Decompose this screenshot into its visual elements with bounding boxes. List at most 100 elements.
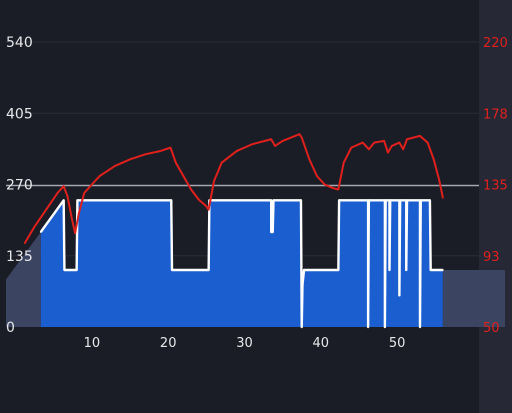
red-point-46 <box>406 138 408 141</box>
right-tick-135: 135 <box>483 179 508 194</box>
red-point-17 <box>182 175 185 177</box>
x-tick-40: 40 <box>313 336 330 351</box>
x-tick-20: 20 <box>160 336 177 351</box>
red-point-0 <box>23 242 26 244</box>
red-point-10 <box>98 175 101 177</box>
red-point-21 <box>207 208 210 211</box>
x-tick-10: 10 <box>84 336 101 351</box>
blue-area-fill <box>40 200 443 327</box>
red-point-12 <box>129 158 131 161</box>
red-point-32 <box>316 175 318 177</box>
red-point-24 <box>236 150 238 152</box>
right-tick-93: 93 <box>483 250 500 265</box>
blue-point-1 <box>62 199 65 202</box>
blue-point-26 <box>388 269 391 271</box>
blue-area-leadin <box>6 232 41 327</box>
red-series-line <box>23 133 444 244</box>
red-point-16 <box>175 161 177 164</box>
blue-point-15 <box>301 283 304 286</box>
red-point-19 <box>197 198 200 201</box>
red-point-8 <box>78 212 80 214</box>
blue-point-14 <box>300 326 303 328</box>
red-point-33 <box>323 183 326 186</box>
right-tick-50: 50 <box>483 321 500 336</box>
blue-point-23 <box>383 326 386 328</box>
red-point-44 <box>398 141 401 144</box>
red-point-51 <box>442 197 444 199</box>
red-point-45 <box>402 148 405 151</box>
red-point-50 <box>438 178 440 181</box>
red-point-3 <box>56 192 59 194</box>
blue-point-9 <box>270 199 273 202</box>
red-point-43 <box>390 145 393 147</box>
red-point-14 <box>159 150 162 152</box>
red-point-7 <box>74 232 76 234</box>
blue-point-38 <box>429 269 432 271</box>
red-point-41 <box>383 140 385 142</box>
blue-point-32 <box>405 269 408 271</box>
red-point-37 <box>350 146 353 149</box>
red-point-28 <box>281 140 284 142</box>
red-point-6 <box>71 218 73 221</box>
red-point-15 <box>169 146 172 149</box>
left-tick-135: 135 <box>6 249 33 265</box>
blue-point-6 <box>171 269 173 271</box>
red-point-29 <box>298 133 301 136</box>
red-point-9 <box>83 192 86 194</box>
blue-point-13 <box>300 199 302 202</box>
left-tick-0: 0 <box>6 320 15 336</box>
blue-point-4 <box>76 199 79 202</box>
red-point-1 <box>33 225 36 228</box>
blue-point-30 <box>399 199 402 202</box>
right-tick-178: 178 <box>483 107 508 122</box>
blue-point-18 <box>338 199 341 202</box>
red-point-27 <box>274 145 276 147</box>
left-tick-540: 540 <box>6 35 33 51</box>
red-point-36 <box>342 161 345 164</box>
blue-point-37 <box>429 199 431 202</box>
blue-point-5 <box>170 199 173 202</box>
blue-point-39 <box>441 269 444 271</box>
red-point-40 <box>373 141 376 144</box>
x-axis-ticks: 10 20 30 40 50 <box>84 336 406 351</box>
red-point-25 <box>251 143 253 146</box>
blue-point-7 <box>207 269 210 271</box>
red-point-35 <box>337 188 340 191</box>
blue-point-2 <box>63 269 66 271</box>
right-edge-band <box>479 0 512 413</box>
red-point-38 <box>361 141 364 144</box>
blue-point-36 <box>419 199 422 202</box>
blue-point-24 <box>384 199 387 202</box>
blue-point-10 <box>270 231 273 233</box>
blue-point-35 <box>419 326 421 328</box>
red-point-13 <box>144 153 147 156</box>
blue-area-tail <box>442 270 505 327</box>
red-point-48 <box>426 141 429 144</box>
red-point-39 <box>368 148 370 151</box>
red-point-26 <box>270 138 273 141</box>
red-point-4 <box>62 185 65 187</box>
blue-point-21 <box>367 199 370 202</box>
blue-point-16 <box>303 269 305 271</box>
blue-point-12 <box>272 199 275 202</box>
blue-point-27 <box>389 199 392 202</box>
left-tick-270: 270 <box>6 178 33 194</box>
right-axis-ticks: 50 93 135 178 220 <box>483 36 508 336</box>
red-line-series <box>23 133 444 244</box>
blue-point-3 <box>75 269 78 271</box>
x-tick-50: 50 <box>389 336 406 351</box>
right-tick-220: 220 <box>483 36 508 51</box>
blue-area-series <box>6 199 505 329</box>
red-point-11 <box>113 165 116 167</box>
red-point-49 <box>432 158 435 161</box>
x-tick-30: 30 <box>236 336 253 351</box>
red-point-42 <box>387 151 389 154</box>
red-point-2 <box>45 208 47 211</box>
red-point-30 <box>300 136 303 139</box>
blue-point-29 <box>398 294 401 297</box>
blue-point-17 <box>337 269 340 271</box>
red-point-47 <box>419 135 421 137</box>
red-point-5 <box>66 195 69 198</box>
red-point-22 <box>213 180 215 182</box>
